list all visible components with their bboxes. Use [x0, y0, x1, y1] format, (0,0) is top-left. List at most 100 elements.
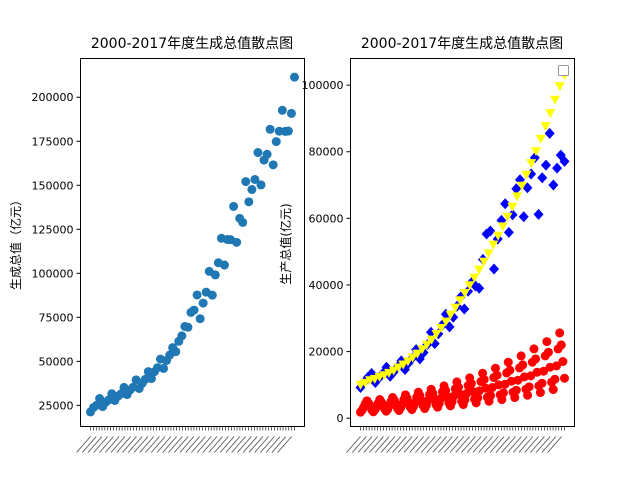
left-x-tick-label-stroke: [133, 436, 149, 453]
right-series-1-point: [535, 134, 546, 144]
left-x-tick-label-stroke: [202, 436, 218, 453]
right-series-0-point: [511, 183, 522, 195]
right-x-tick-label-stroke: [397, 436, 413, 453]
right-x-tick-label-stroke: [466, 436, 482, 453]
right-x-tick-label-stroke: [495, 436, 511, 453]
left-y-axis: 25000 50000 75000 100000 125000 150000 175000 2…: [32, 91, 81, 412]
right-x-tick-label-stroke: [524, 436, 539, 453]
right-series-1-point: [521, 170, 532, 180]
left-x-tick-label-stroke: [110, 436, 126, 453]
right-series-1-point: [417, 345, 428, 355]
left-series-0-point: [241, 177, 251, 187]
left-x-tick-label-stroke: [168, 436, 183, 453]
right-series-1-point: [488, 240, 499, 250]
right-series-2-point: [453, 382, 463, 392]
right-x-tick-label-stroke: [426, 436, 442, 453]
right-series-1-point: [445, 310, 456, 320]
left-x-tick-label-stroke: [87, 436, 103, 453]
right-series-0-point: [537, 172, 548, 184]
right-x-tick-label-stroke: [363, 436, 379, 453]
right-series-2-point: [529, 344, 539, 354]
right-chart-title: 2000-2017年度生成总值散点图: [361, 36, 563, 52]
left-y-tick-label: 50000: [39, 355, 74, 368]
left-x-tick-label-stroke: [150, 436, 166, 453]
right-x-tick-label-stroke: [374, 436, 390, 453]
right-x-tick-label-stroke: [461, 436, 476, 453]
right-series-0-point: [489, 263, 500, 275]
right-series-2-point: [510, 393, 520, 403]
right-series-2-point: [550, 374, 560, 384]
right-series-1-point: [431, 329, 442, 339]
left-series-0-point: [250, 174, 260, 184]
right-y-tick-label: 20000: [309, 346, 344, 359]
left-series-0-point: [290, 72, 299, 82]
left-series-0-point: [210, 270, 220, 280]
right-x-tick-label-stroke: [478, 436, 494, 453]
right-x-tick-label-stroke: [351, 436, 367, 453]
right-series-1-point: [502, 212, 513, 222]
right-y-tick-label: 60000: [309, 212, 344, 225]
right-series-2-point: [548, 385, 558, 395]
right-series-1-point: [398, 360, 409, 370]
left-series-0-point: [283, 126, 293, 136]
left-x-tick-label-stroke: [271, 436, 287, 453]
right-x-tick-label-stroke: [484, 436, 499, 453]
right-series-1-point: [554, 82, 565, 92]
right-series-1-point: [497, 222, 508, 232]
right-series-1-point: [474, 265, 485, 275]
right-x-tick-label-stroke: [472, 436, 488, 453]
left-x-tick-label-stroke: [99, 436, 114, 453]
left-series-0-point: [244, 197, 254, 207]
left-scatter-points: [86, 72, 299, 417]
left-x-tick-label-stroke: [208, 436, 224, 453]
right-x-tick-label-stroke: [512, 436, 528, 453]
right-series-2-point: [555, 328, 565, 338]
left-y-tick-label: 200000: [32, 91, 74, 104]
right-series-1-point: [550, 95, 561, 105]
right-series-1-point: [388, 366, 399, 376]
right-series-0-point: [518, 211, 529, 223]
right-series-2-point: [479, 375, 489, 385]
right-x-tick-label-stroke: [369, 436, 384, 453]
right-series-1-point: [483, 249, 494, 259]
right-series-2-point: [551, 361, 561, 371]
right-x-tick-label-stroke: [409, 436, 425, 453]
left-x-axis: [76, 426, 295, 453]
right-series-0-point: [552, 162, 563, 174]
right-series-2-point: [556, 340, 566, 350]
left-series-0-point: [247, 185, 257, 195]
right-series-1-point: [436, 323, 447, 333]
left-series-0-point: [238, 217, 248, 227]
left-series-0-point: [219, 260, 229, 270]
left-x-tick-label-stroke: [260, 436, 275, 453]
left-y-tick-label: 100000: [32, 267, 74, 280]
right-series-1-point: [545, 109, 556, 119]
left-series-0-point: [189, 305, 199, 315]
right-series-2-point: [505, 365, 515, 375]
right-series-1-point: [526, 159, 537, 169]
right-y-tick-label: 100000: [302, 79, 344, 92]
right-y-tick-label: 40000: [309, 279, 344, 292]
left-y-tick-label: 25000: [39, 399, 74, 412]
right-x-tick-label-stroke: [518, 436, 534, 453]
right-series-1-point: [540, 122, 551, 132]
left-series-0-point: [265, 124, 275, 134]
right-x-tick-label-stroke: [432, 436, 448, 453]
left-x-tick-label-stroke: [76, 436, 91, 453]
left-series-0-point: [268, 160, 278, 170]
right-series-0-point: [507, 209, 518, 221]
right-x-tick-label-stroke: [380, 436, 396, 453]
right-series-0-point: [559, 155, 570, 167]
right-series-2-point: [511, 385, 521, 395]
right-series-0-point: [544, 127, 555, 139]
left-series-0-point: [253, 148, 263, 158]
left-series-0-point: [183, 322, 193, 332]
left-x-tick-label-stroke: [156, 436, 172, 453]
right-series-2-point: [537, 378, 547, 388]
right-series-2-point: [558, 357, 568, 367]
left-chart-title: 2000-2017年度生成总值散点图: [91, 36, 293, 52]
left-x-tick-label-stroke: [104, 436, 120, 453]
left-y-tick-label: 150000: [32, 179, 74, 192]
right-series-0-point: [485, 225, 496, 237]
